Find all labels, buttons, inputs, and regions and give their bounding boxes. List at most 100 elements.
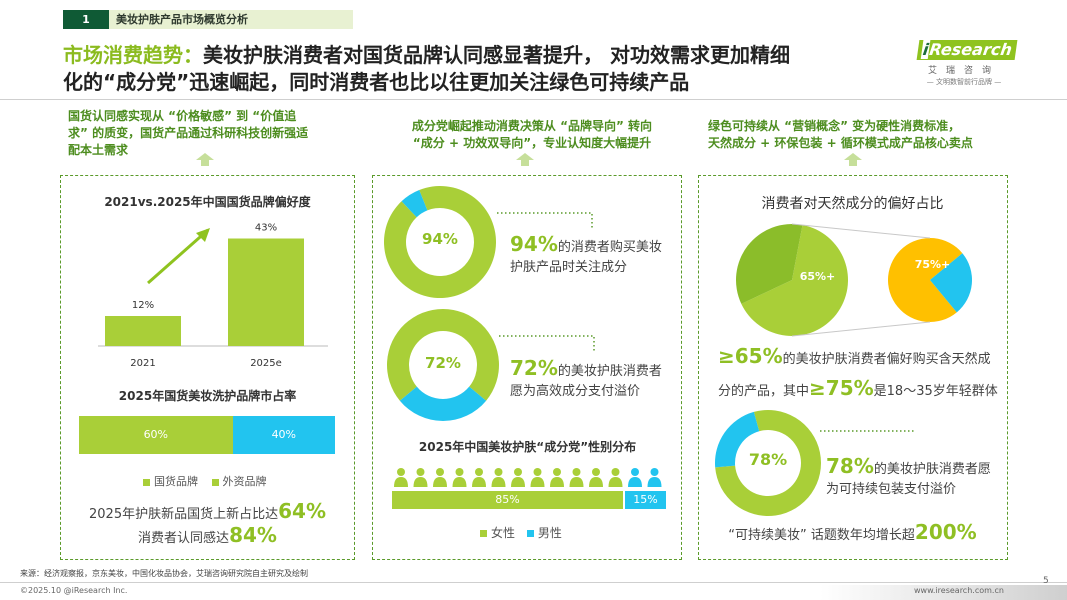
pie-link-line (791, 321, 931, 337)
person-icon-body (394, 477, 408, 487)
section-number: 1 (63, 10, 109, 29)
person-icon-head (572, 468, 581, 476)
pie-65-label: 65%+ (799, 270, 836, 283)
up-arrow-icon (844, 153, 862, 160)
bar-2021 (105, 316, 181, 346)
donut-94-text: 94%的消费者购买美妆 护肤产品时关注成分 (510, 232, 662, 275)
preference-chart-title: 2021vs.2025年中国国货品牌偏好度 (104, 195, 311, 209)
person-icon-body (433, 477, 447, 487)
bar-2025e (228, 238, 304, 346)
person-icon-head (611, 468, 620, 476)
share-bar-foreign: 40% (232, 416, 335, 454)
donut-segment (715, 411, 760, 468)
up-arrow-stem (201, 160, 209, 166)
legend-domestic: 国货品牌 (143, 475, 198, 488)
donut-94-connector (497, 212, 593, 228)
person-icon-body (589, 477, 603, 487)
donut-segment (384, 186, 496, 298)
donut-94-label: 94% (422, 230, 458, 248)
share-bar-domestic: 60% (79, 416, 233, 454)
pie-slice (736, 224, 803, 304)
donut-segment (401, 189, 428, 218)
person-icon-head (592, 468, 600, 476)
pie-link-line (791, 223, 931, 239)
section-bar (63, 10, 353, 29)
donut-72-text: 72%的美妆护肤消费者 愿为高效成分支付溢价 (510, 356, 662, 399)
person-icon-head (397, 468, 405, 476)
person-icon-head (533, 468, 542, 476)
footer-divider (0, 582, 1067, 583)
footer-shade (820, 585, 1067, 600)
person-icon-head (631, 468, 639, 476)
copyright: ©2025.10 @iResearch Inc. (20, 586, 128, 595)
share-legend: 国货品牌 外资品牌 (143, 473, 267, 489)
person-icon-head (475, 468, 483, 476)
stat-topic-growth: “可持续美妆” 话题数年均增长超200% (728, 520, 977, 544)
up-arrow-icon (196, 153, 214, 160)
pie-slice (888, 238, 963, 322)
panel-ingredients (372, 175, 682, 560)
gender-bar-male: 15% (624, 491, 666, 509)
logo-tagline: — 文明数智前行品牌 — (926, 78, 1002, 86)
gender-people-icons (394, 468, 662, 487)
gender-chart-title: 2025年中国美妆护肤“成分党”性别分布 (418, 440, 637, 454)
page-headline: 市场消费趋势：美妆护肤消费者对国货品牌认同感显著提升， 对功效需求更加精细 化的… (63, 42, 903, 96)
x-tick-label: 2021 (130, 358, 155, 369)
stat-new-products: 2025年护肤新品国货上新占比达64% (89, 499, 326, 523)
legend-swatch-foreign (211, 478, 219, 486)
legend-swatch-domestic (143, 478, 150, 486)
donut-72-label: 72% (425, 354, 461, 372)
bar-value-label: 12% (132, 300, 154, 311)
person-icon-body (530, 477, 545, 487)
column1-caption: 国货认同感实现从 “价格敏感” 到 “价值追 求” 的质变，国货产品通过科研科技… (68, 109, 309, 157)
pie-title: 消费者对天然成分的偏好占比 (761, 196, 944, 212)
legend-swatch-female (480, 530, 487, 537)
person-icon-body (472, 477, 486, 487)
donut-78-connector (820, 430, 915, 432)
headline-line2: 化的“成分党”迅速崛起，同时消费者也比以往更加关注绿色可持续产品 (63, 70, 690, 94)
pie-slice (930, 253, 972, 313)
preference-bar-chart: 12% 2021 43% 2025e (98, 223, 328, 369)
person-icon-head (494, 468, 503, 476)
person-icon-body (647, 477, 662, 487)
donut-94 (384, 186, 496, 298)
person-icon-body (608, 477, 623, 487)
iresearch-logo: iResearch 艾瑞咨询 — 文明数智前行品牌 — (916, 40, 1018, 87)
x-tick-label: 2025e (250, 358, 282, 369)
donut-segment (399, 386, 487, 421)
stat-natural: ≥65%的美妆护肤消费者偏好购买含天然成 分的产品，其中≥75%是18～35岁年… (718, 344, 998, 400)
headline-accent: 市场消费趋势： (63, 43, 203, 67)
donut-segment (715, 410, 821, 516)
panel-sustainability (698, 175, 1008, 560)
person-icon-body (413, 477, 428, 487)
person-icon-body (550, 477, 564, 487)
pie-slice (741, 224, 848, 336)
donut-segment (387, 309, 499, 401)
person-icon-head (436, 468, 444, 476)
trend-arrow-head (196, 228, 210, 242)
legend-swatch-male (526, 530, 534, 537)
donut-72-connector (499, 335, 595, 351)
person-icon-head (553, 468, 561, 476)
trend-arrow-line (147, 228, 209, 285)
person-icon-body (569, 477, 584, 487)
up-arrow-stem (521, 160, 529, 166)
gender-legend: 女性 男性 (480, 524, 562, 541)
person-icon-head (514, 468, 522, 476)
page-number: 5 (1043, 576, 1049, 586)
logo-cn: 艾瑞咨询 (927, 66, 1000, 76)
logo-name: Research (928, 40, 1014, 59)
column2-caption: 成分党崛起推动消费决策从 “品牌导向” 转向 “成分 + 功效双导向”，专业认知… (411, 119, 653, 150)
market-share-title: 2025年国货美妆洗护品牌市占率 (118, 389, 297, 403)
website-link[interactable]: www.iresearch.com.cn (914, 586, 1004, 595)
gender-bar-female: 85% (392, 491, 623, 509)
legend-male: 男性 (526, 526, 562, 540)
source-note: 来源：经济观察报，京东美妆，中国化妆品协会，艾瑞咨询研究院自主研究及绘制 (20, 569, 308, 578)
pie-75-label: 75%+ (914, 258, 951, 271)
donut-78-label: 78% (748, 450, 788, 469)
person-icon-head (455, 468, 464, 476)
section-title: 美妆护肤产品市场概览分析 (116, 13, 248, 26)
person-icon-body (452, 477, 467, 487)
headline-line1: 美妆护肤消费者对国货品牌认同感显著提升， 对功效需求更加精细 (203, 43, 790, 67)
donut-78-text: 78%的美妆护肤消费者愿 为可持续包装支付溢价 (826, 454, 991, 497)
